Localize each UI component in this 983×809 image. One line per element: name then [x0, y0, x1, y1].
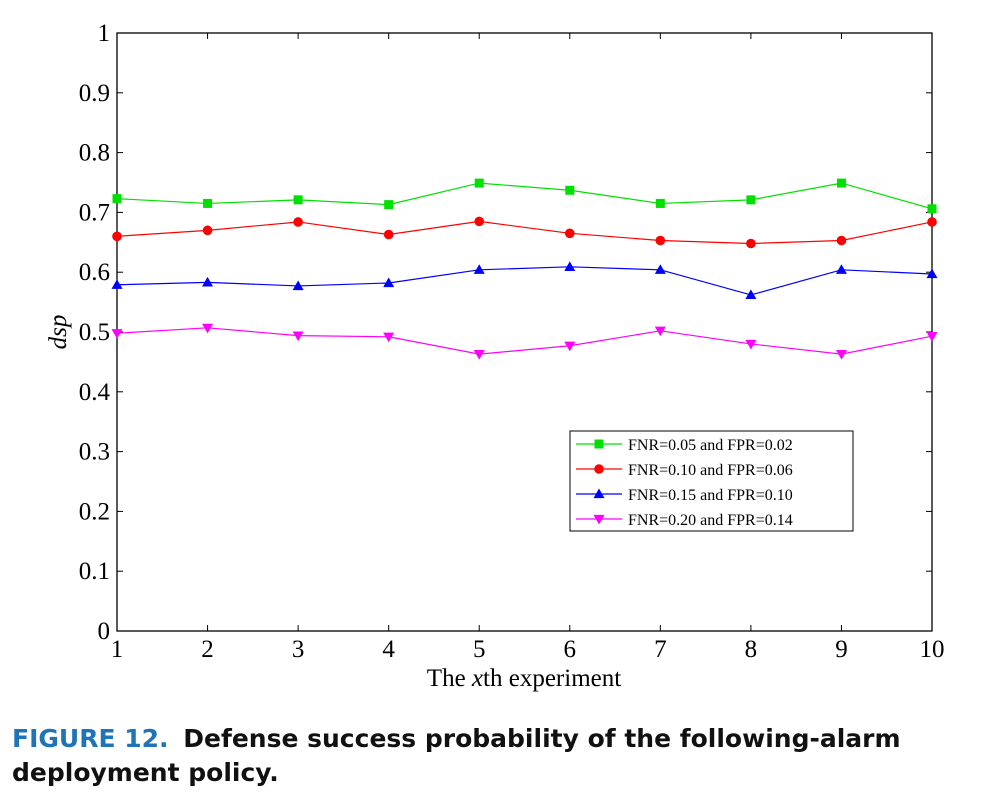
x-tick-label: 10 [920, 636, 945, 663]
series-2 [112, 216, 937, 249]
legend-label: FNR=0.10 and FPR=0.06 [628, 462, 793, 479]
data-point [292, 331, 304, 342]
series-line [116, 220, 933, 245]
y-tick-label: 0.3 [79, 439, 110, 466]
x-tick-label: 1 [111, 636, 124, 663]
x-tick-label: 8 [745, 636, 758, 663]
data-point [202, 276, 214, 287]
data-point [202, 323, 214, 334]
y-tick-label: 0.4 [79, 379, 111, 406]
data-point [111, 329, 123, 339]
x-axis-title: The xth experiment [427, 665, 621, 692]
series-1 [112, 178, 937, 214]
data-point [835, 264, 847, 274]
series-line [116, 182, 933, 210]
data-point [473, 350, 485, 360]
caption-text: Defense success probability of the follo… [12, 724, 901, 787]
x-tick-label: 4 [382, 636, 395, 663]
legend-box [569, 430, 854, 532]
data-point [836, 178, 846, 188]
legend-label: FNR=0.05 and FPR=0.02 [628, 437, 793, 454]
data-point [654, 264, 666, 274]
data-point [655, 198, 665, 208]
series-layer [111, 178, 938, 360]
legend-item: FNR=0.05 and FPR=0.02 [576, 437, 793, 454]
y-tick-label: 0.7 [79, 199, 110, 226]
x-tick-label: 6 [564, 636, 577, 663]
x-tick-label: 5 [473, 636, 486, 663]
y-tick-label: 0.8 [79, 140, 110, 167]
data-point [384, 200, 394, 210]
legend-label: FNR=0.20 and FPR=0.14 [628, 512, 793, 529]
data-point [654, 326, 666, 337]
figure-number: FIGURE 12. [12, 724, 169, 753]
legend-item: FNR=0.15 and FPR=0.10 [576, 487, 793, 504]
x-tick-labels: 1 2 3 4 5 6 7 8 9 10 [111, 636, 945, 663]
data-point [835, 350, 847, 360]
x-tick-label: 2 [201, 636, 214, 663]
data-point [564, 261, 576, 271]
legend-item: FNR=0.20 and FPR=0.14 [576, 512, 793, 529]
data-point [927, 204, 937, 214]
x-tick-label: 3 [292, 636, 305, 663]
legend-marker [594, 464, 604, 474]
data-point [564, 228, 575, 239]
data-point [836, 235, 847, 246]
series-line [116, 266, 933, 296]
data-point [112, 194, 122, 204]
series-4 [111, 323, 938, 360]
y-axis-title: dsp [45, 315, 72, 350]
axis-ticks [116, 32, 933, 632]
legend-marker [593, 488, 605, 499]
data-point [745, 289, 757, 300]
series-line [116, 327, 933, 355]
legend-label: FNR=0.15 and FPR=0.10 [628, 487, 793, 504]
legend: FNR=0.05 and FPR=0.02 FNR=0.10 and FPR=0.… [569, 430, 854, 532]
data-point [383, 332, 395, 343]
legend-marker [593, 514, 605, 525]
data-point [927, 217, 937, 227]
figure-caption: FIGURE 12. Defense success probability o… [12, 722, 972, 790]
data-point [383, 229, 394, 240]
data-point [203, 198, 213, 208]
data-point [474, 216, 485, 227]
data-point [293, 217, 303, 227]
data-point [564, 341, 576, 352]
plot-area [116, 32, 933, 632]
data-point [746, 238, 756, 249]
x-tick-label: 9 [835, 636, 848, 663]
data-point [926, 332, 938, 342]
data-point [111, 279, 123, 289]
legend-marker [594, 439, 604, 449]
data-point [474, 178, 484, 188]
data-point [292, 280, 304, 291]
series-3 [111, 261, 938, 300]
y-tick-label: 0.1 [79, 558, 110, 585]
data-point [293, 195, 303, 205]
y-tick-label: 0.6 [79, 259, 110, 286]
data-point [926, 268, 938, 279]
y-tick-labels: 0 0.1 0.2 0.3 0.4 0.5 0.6 0.7 0.8 0.9 1 [79, 20, 111, 645]
legend-item: FNR=0.10 and FPR=0.06 [576, 462, 793, 479]
data-point [565, 185, 575, 195]
y-tick-label: 0 [98, 618, 111, 645]
data-point [746, 195, 756, 205]
data-point [383, 277, 395, 288]
data-point [745, 339, 757, 350]
y-tick-label: 0.9 [79, 80, 110, 107]
y-tick-label: 0.5 [79, 319, 110, 346]
data-point [202, 225, 213, 236]
y-tick-label: 1 [98, 20, 111, 47]
data-point [655, 235, 666, 246]
y-tick-label: 0.2 [79, 498, 110, 525]
data-point [473, 264, 485, 274]
data-point [112, 231, 122, 242]
x-tick-label: 7 [654, 636, 667, 663]
line-chart: 1 2 3 4 5 6 7 8 9 10 0 0.1 0.2 0.3 0.4 0.5 0.6 0.7 0.8 0.9… [45, 20, 945, 692]
